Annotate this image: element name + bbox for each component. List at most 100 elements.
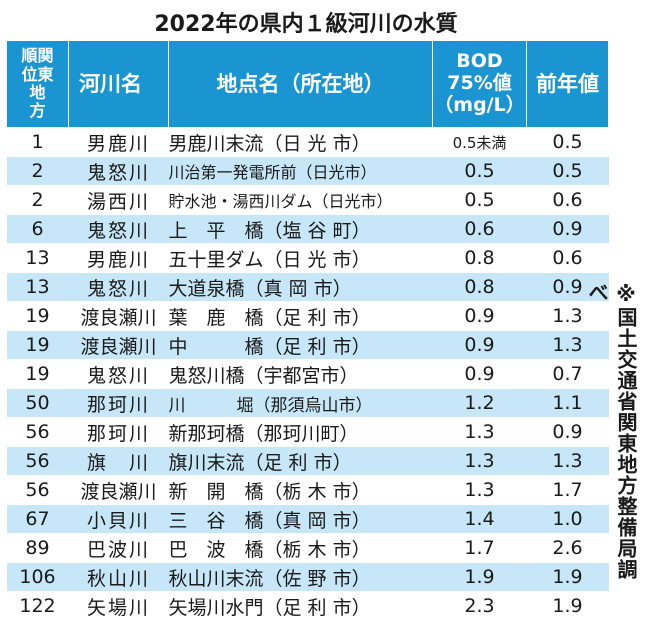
table-row: 56 旗 川 旗川末流（足 利 市） 1.3 1.3 <box>6 446 609 476</box>
cell-river: 湯西川 <box>68 185 169 215</box>
header-rank-line: 位東 <box>21 64 54 84</box>
cell-river: 渡良瀬川 <box>68 301 169 331</box>
cell-prev: 1.0 <box>526 504 609 534</box>
cell-bod: 0.9 <box>432 359 527 389</box>
cell-bod: 1.3 <box>432 446 527 476</box>
cell-rank: 13 <box>6 243 69 273</box>
cell-site: 旗川末流（足 利 市） <box>168 446 433 476</box>
cell-prev: 1.9 <box>526 562 609 592</box>
cell-prev: 0.7 <box>526 359 609 389</box>
table-row: 67 小貝川 三 谷 橋（真 岡 市） 1.4 1.0 <box>6 504 609 534</box>
header-rank: 順関 位東 地 方 <box>6 40 69 128</box>
cell-site: 中 橋（足 利 市） <box>168 330 433 360</box>
table-body: 1 男鹿川 男鹿川末流（日 光 市） 0.5未満 0.5 2 鬼怒川 川治第一発… <box>6 127 609 621</box>
cell-river: 鬼怒川 <box>68 359 169 389</box>
cell-rank: 2 <box>6 185 69 215</box>
cell-rank: 19 <box>6 330 69 360</box>
cell-river: 鬼怒川 <box>68 214 169 244</box>
cell-river: 渡良瀬川 <box>68 330 169 360</box>
cell-bod: 1.3 <box>432 475 527 505</box>
cell-river: 鬼怒川 <box>68 272 169 302</box>
page-title: 2022年の県内１級河川の水質 <box>154 12 458 37</box>
cell-site: 矢場川水門（足 利 市） <box>168 591 433 621</box>
cell-site: 葉 鹿 橋（足 利 市） <box>168 301 433 331</box>
header-bod-line: （mg/L） <box>434 93 525 116</box>
header-bod: BOD 75%値 （mg/L） <box>432 40 527 128</box>
table-row: 13 男鹿川 五十里ダム（日 光 市） 0.8 0.6 <box>6 243 609 273</box>
cell-prev: 1.3 <box>526 301 609 331</box>
cell-river: 矢場川 <box>68 591 169 621</box>
table-row: 19 鬼怒川 鬼怒川橋（宇都宮市） 0.9 0.7 <box>6 359 609 389</box>
table-row: 56 那珂川 新那珂橋（那珂川町） 1.3 0.9 <box>6 417 609 447</box>
cell-prev: 1.9 <box>526 591 609 621</box>
cell-rank: 56 <box>6 417 69 447</box>
cell-rank: 19 <box>6 359 69 389</box>
cell-rank: 19 <box>6 301 69 331</box>
header-site: 地点名（所在地） <box>168 40 433 128</box>
cell-site: 新 開 橋（栃 木 市） <box>168 475 433 505</box>
cell-river: 那珂川 <box>68 417 169 447</box>
cell-site: 上 平 橋（塩 谷 町） <box>168 214 433 244</box>
cell-river: 那珂川 <box>68 388 169 418</box>
table-row: 89 巴波川 巴 波 橋（栃 木 市） 1.7 2.6 <box>6 533 609 563</box>
header-rank-line: 地 <box>29 83 46 102</box>
cell-prev: 0.9 <box>526 272 609 302</box>
cell-rank: 6 <box>6 214 69 244</box>
table-row: 1 男鹿川 男鹿川末流（日 光 市） 0.5未満 0.5 <box>6 127 609 157</box>
table-row: 2 湯西川 貯水池・湯西川ダム（日光市） 0.5 0.6 <box>6 185 609 215</box>
table-row: 2 鬼怒川 川治第一発電所前（日光市） 0.5 0.5 <box>6 156 609 186</box>
cell-rank: 56 <box>6 446 69 476</box>
cell-rank: 50 <box>6 388 69 418</box>
cell-river: 旗 川 <box>68 446 169 476</box>
cell-bod: 0.9 <box>432 330 527 360</box>
table-row: 6 鬼怒川 上 平 橋（塩 谷 町） 0.6 0.9 <box>6 214 609 244</box>
cell-prev: 2.6 <box>526 533 609 563</box>
table-row: 19 渡良瀬川 中 橋（足 利 市） 0.9 1.3 <box>6 330 609 360</box>
cell-site: 巴 波 橋（栃 木 市） <box>168 533 433 563</box>
table-row: 122 矢場川 矢場川水門（足 利 市） 2.3 1.9 <box>6 591 609 621</box>
cell-site: 秋山川末流（佐 野 市） <box>168 562 433 592</box>
source-note: ※国土交通省関東地方整備局調べ <box>585 282 638 580</box>
table-row: 56 渡良瀬川 新 開 橋（栃 木 市） 1.3 1.7 <box>6 475 609 505</box>
table-header-row: 順関 位東 地 方 河川名 地点名（所在地） BOD 75%値 （mg/L） 前… <box>6 40 609 128</box>
cell-prev: 1.1 <box>526 388 609 418</box>
header-prev: 前年値 <box>526 40 609 128</box>
cell-rank: 106 <box>6 562 69 592</box>
cell-river: 秋山川 <box>68 562 169 592</box>
cell-prev: 0.9 <box>526 214 609 244</box>
cell-rank: 2 <box>6 156 69 186</box>
cell-prev: 0.6 <box>526 185 609 215</box>
cell-bod: 0.8 <box>432 243 527 273</box>
cell-bod: 0.5 <box>432 185 527 215</box>
cell-bod: 0.5 <box>432 156 527 186</box>
cell-prev: 0.9 <box>526 417 609 447</box>
cell-bod: 0.5未満 <box>432 127 527 157</box>
cell-site: 大道泉橋（真 岡 市） <box>168 272 433 302</box>
cell-site: 五十里ダム（日 光 市） <box>168 243 433 273</box>
header-rank-line: 方 <box>29 101 46 121</box>
cell-site: 三 谷 橋（真 岡 市） <box>168 504 433 534</box>
cell-prev: 0.5 <box>526 127 609 157</box>
cell-rank: 67 <box>6 504 69 534</box>
cell-bod: 1.3 <box>432 417 527 447</box>
cell-bod: 1.4 <box>432 504 527 534</box>
cell-site: 貯水池・湯西川ダム（日光市） <box>168 185 433 215</box>
cell-river: 小貝川 <box>68 504 169 534</box>
cell-site: 川 堀（那須烏山市） <box>168 388 433 418</box>
cell-bod: 1.7 <box>432 533 527 563</box>
cell-rank: 13 <box>6 272 69 302</box>
cell-site: 川治第一発電所前（日光市） <box>168 156 433 186</box>
table-row: 50 那珂川 川 堀（那須烏山市） 1.2 1.1 <box>6 388 609 418</box>
table-row: 106 秋山川 秋山川末流（佐 野 市） 1.9 1.9 <box>6 562 609 592</box>
cell-river: 巴波川 <box>68 533 169 563</box>
cell-bod: 1.2 <box>432 388 527 418</box>
header-bod-line: BOD <box>456 50 503 73</box>
cell-rank: 89 <box>6 533 69 563</box>
cell-rank: 56 <box>6 475 69 505</box>
table-row: 13 鬼怒川 大道泉橋（真 岡 市） 0.8 0.9 <box>6 272 609 302</box>
water-quality-table: 順関 位東 地 方 河川名 地点名（所在地） BOD 75%値 （mg/L） 前… <box>6 40 609 621</box>
table-row: 19 渡良瀬川 葉 鹿 橋（足 利 市） 0.9 1.3 <box>6 301 609 331</box>
cell-site: 鬼怒川橋（宇都宮市） <box>168 359 433 389</box>
cell-prev: 0.5 <box>526 156 609 186</box>
cell-prev: 0.6 <box>526 243 609 273</box>
